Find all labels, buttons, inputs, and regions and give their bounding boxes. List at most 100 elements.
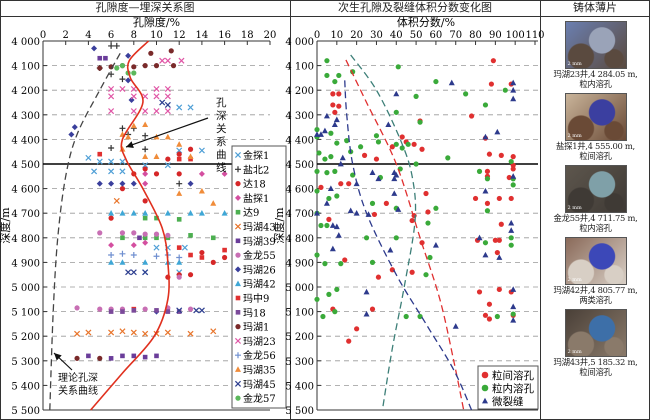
data-point	[417, 119, 423, 125]
data-point	[498, 221, 504, 227]
y-tick-label: 5 200	[285, 332, 314, 343]
data-point	[85, 154, 92, 161]
thin-section-caption: 玛湖23井,4 284.05 m,	[553, 69, 638, 79]
data-point	[445, 155, 451, 161]
data-point	[333, 116, 340, 123]
data-point	[492, 237, 498, 243]
legend-item: 玛湖43	[234, 222, 276, 234]
data-point	[119, 186, 126, 192]
legend-label: 玛18	[243, 307, 266, 319]
data-point	[506, 174, 512, 181]
data-point	[68, 131, 75, 138]
x-tick-label: 10	[330, 30, 343, 41]
legend-label: 金龙56	[243, 349, 276, 362]
data-point	[347, 207, 354, 214]
thin-section-image: 2 mm	[564, 237, 627, 285]
data-point	[488, 81, 494, 87]
data-point	[324, 72, 330, 79]
data-point	[482, 187, 489, 194]
data-point	[176, 156, 182, 162]
legend-label: 玛湖23	[243, 336, 276, 348]
data-point	[119, 250, 126, 257]
data-point	[119, 158, 126, 165]
data-point	[321, 127, 328, 134]
data-point	[332, 78, 338, 85]
data-point	[164, 85, 171, 92]
data-point	[74, 305, 80, 311]
legend-item: 金探1	[234, 149, 269, 162]
data-point	[168, 48, 174, 54]
series-金龙56	[108, 250, 183, 261]
data-point	[510, 95, 517, 102]
data-point	[164, 162, 171, 169]
y-tick-label: 4 500	[285, 160, 314, 171]
x-tick-label: 80	[469, 30, 482, 41]
data-point	[108, 215, 114, 221]
data-point	[97, 230, 103, 236]
data-point	[125, 133, 132, 140]
middle-panel-title: 次生孔隙及裂缝体积分数变化图	[290, 0, 540, 17]
data-point	[119, 259, 126, 265]
data-point	[314, 126, 320, 133]
data-point	[176, 147, 183, 154]
data-point	[176, 259, 183, 265]
data-point	[433, 78, 439, 85]
legend-item: 盐北2	[235, 163, 269, 176]
data-point	[222, 254, 228, 261]
legend-item: 金龙55	[235, 249, 276, 262]
data-point	[339, 154, 346, 161]
data-point	[131, 308, 137, 313]
data-point	[494, 249, 500, 256]
thin-section-pore-type: 粒间溶孔	[579, 151, 612, 161]
legend-marker	[234, 337, 242, 344]
x-tick-label: 2	[63, 30, 69, 41]
data-point	[329, 222, 336, 228]
data-point	[496, 195, 502, 202]
data-point	[153, 85, 160, 92]
data-point	[154, 235, 159, 241]
pore-depth-curve-label: 孔深关系曲线	[216, 96, 227, 174]
legend-marker	[235, 209, 241, 215]
legend-marker	[235, 181, 241, 187]
data-point	[411, 141, 417, 147]
data-point	[176, 307, 183, 314]
data-point	[332, 109, 338, 115]
thin-section-pore-type: 两类溶孔	[579, 295, 612, 305]
data-point	[484, 176, 491, 182]
data-point	[142, 153, 149, 160]
data-point	[119, 328, 126, 335]
data-point	[322, 261, 328, 267]
data-point	[363, 235, 370, 241]
data-point	[496, 254, 503, 260]
data-point	[130, 242, 137, 249]
legend-item: 玛湖23	[234, 336, 276, 348]
legend-box	[231, 145, 287, 409]
data-point	[153, 63, 160, 69]
data-point	[108, 329, 115, 336]
series-玛中9	[97, 151, 227, 312]
x-tick-label: 90	[489, 30, 502, 41]
data-point	[496, 286, 502, 293]
data-point	[482, 102, 489, 108]
data-point	[314, 188, 320, 194]
data-point	[425, 209, 431, 215]
data-point	[490, 58, 496, 64]
data-point	[502, 87, 508, 93]
y-tick-label: 4 100	[285, 62, 314, 73]
data-point	[375, 274, 382, 280]
x-tick-label: 8	[131, 30, 137, 41]
legend-marker	[234, 151, 242, 159]
data-point	[165, 309, 171, 314]
data-point	[153, 171, 160, 177]
data-point	[164, 101, 171, 108]
legend-label: 盐北2	[243, 163, 269, 176]
data-point	[142, 269, 149, 276]
thin-section: 2 mm 金龙55井,4 711.75 m, 粒内溶孔	[541, 165, 650, 233]
data-point	[332, 309, 338, 315]
data-point	[159, 57, 166, 64]
y-axis-title: 深度/m	[0, 207, 12, 244]
data-point	[510, 79, 517, 86]
data-point	[198, 187, 205, 194]
